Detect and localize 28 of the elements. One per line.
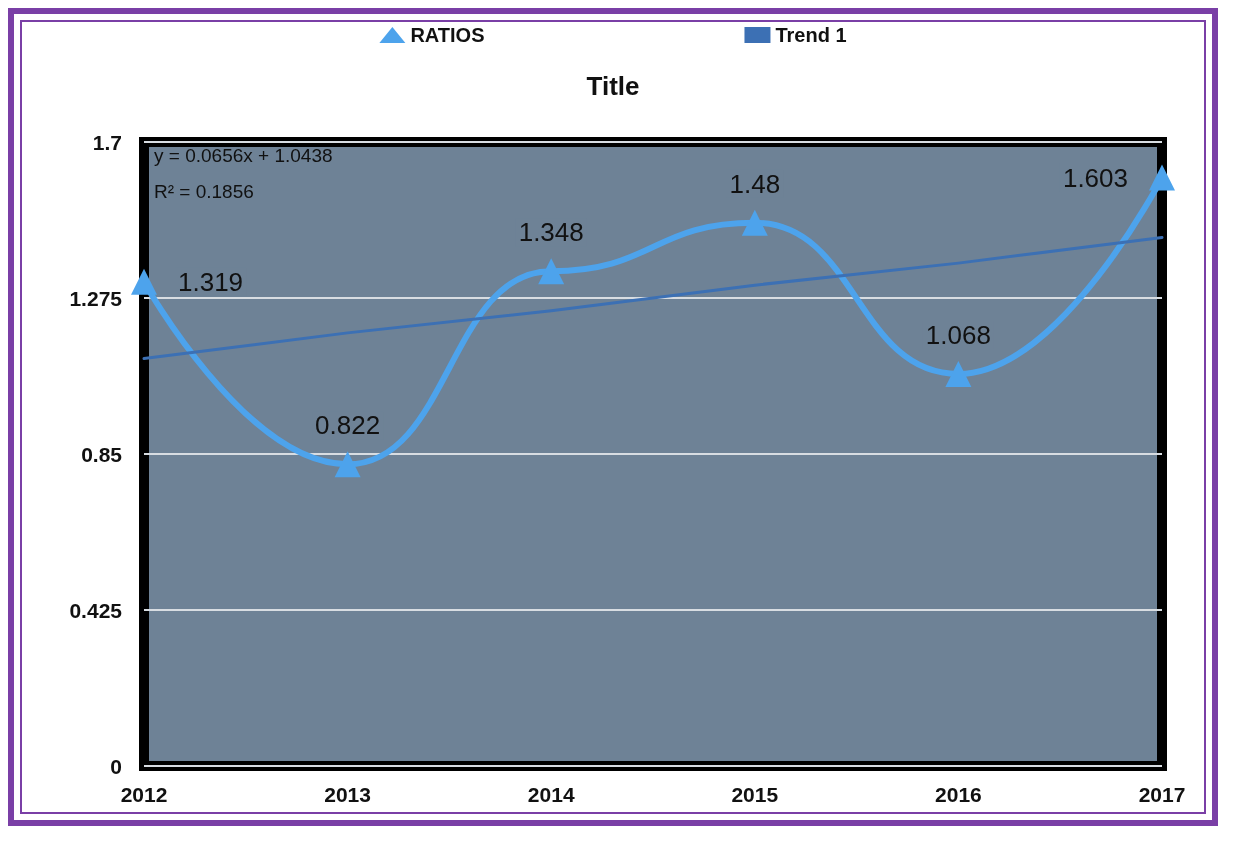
y-tick-label: 0.425 <box>69 598 123 622</box>
annotation: R² = 0.1856 <box>154 181 254 202</box>
point <box>538 258 565 285</box>
data-label: 1.319 <box>178 266 244 297</box>
chart-title: Title <box>586 71 640 101</box>
x-tick-label: 2017 <box>1138 783 1186 806</box>
point <box>945 360 972 387</box>
data-label: 1.068 <box>925 319 991 350</box>
x-tick-label: 2012 <box>120 783 168 806</box>
x-tick-label: 2014 <box>527 783 575 806</box>
data-label: 0.822 <box>315 410 381 441</box>
x-tick-label: 2016 <box>935 783 982 806</box>
point <box>334 451 361 478</box>
point <box>741 209 768 236</box>
legend-label: RATIOS <box>410 24 485 46</box>
annotation: y = 0.0656x + 1.0438 <box>154 145 333 166</box>
legend-label: Trend 1 <box>775 24 847 46</box>
data-label: 1.603 <box>1062 162 1128 193</box>
point <box>1149 164 1175 191</box>
y-tick-label: 0.85 <box>81 442 123 466</box>
y-tick-label: 0 <box>110 754 122 778</box>
y-tick-label: 1.275 <box>69 286 123 310</box>
data-label: 1.48 <box>729 168 781 199</box>
y-tick-label: 1.7 <box>92 130 122 154</box>
x-tick-label: 2013 <box>324 783 371 806</box>
point <box>131 268 157 295</box>
x-tick-label: 2015 <box>731 783 779 806</box>
data-label: 1.348 <box>518 217 584 248</box>
